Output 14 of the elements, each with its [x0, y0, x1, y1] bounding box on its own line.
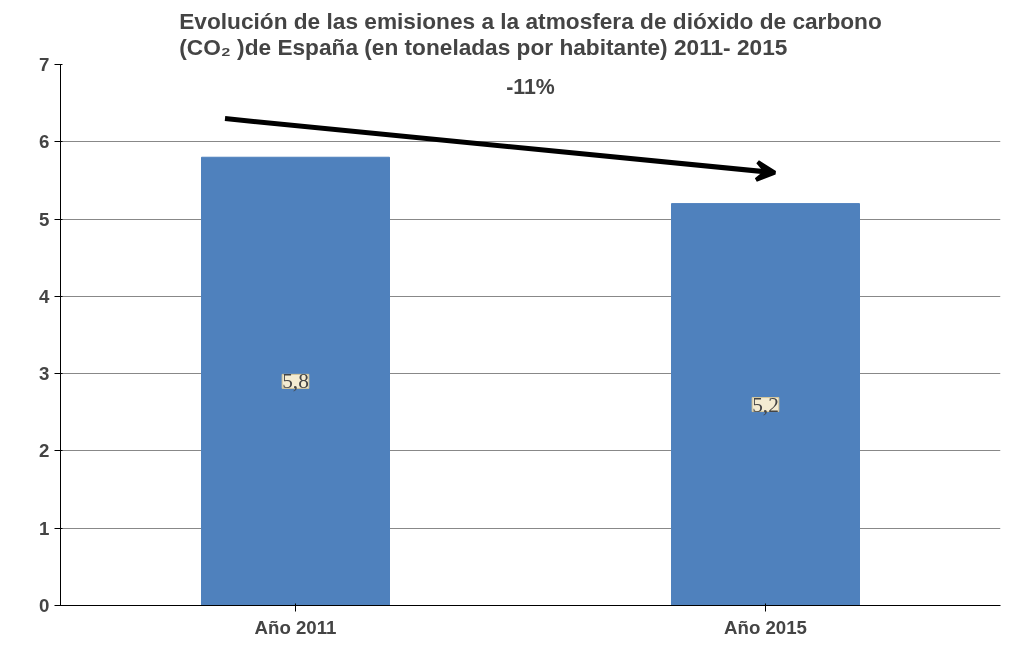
chart-title: Evolución de las emisiones a la atmosfera de dióxido de carbono (CO₂ )de España (en toneladas por habitante) 2011- 2015 [179, 7, 882, 60]
x-tick-label: Año 2015 [724, 616, 807, 638]
y-tick-label: 0 [39, 595, 50, 616]
y-tick-label: 1 [39, 517, 50, 539]
y-tick-label: 5 [39, 208, 50, 230]
y-tick-label: 6 [39, 131, 50, 153]
y-tick-label: 4 [39, 285, 51, 307]
x-tick-label: Año 2011 [254, 616, 337, 638]
data-label: 5,2 [752, 392, 779, 417]
y-tick-label: 3 [39, 363, 50, 385]
annotation: -11% [506, 75, 555, 100]
y-tick-label: 2 [39, 440, 50, 462]
data-label: 5,8 [282, 369, 309, 394]
y-tick-label: 7 [39, 54, 50, 75]
